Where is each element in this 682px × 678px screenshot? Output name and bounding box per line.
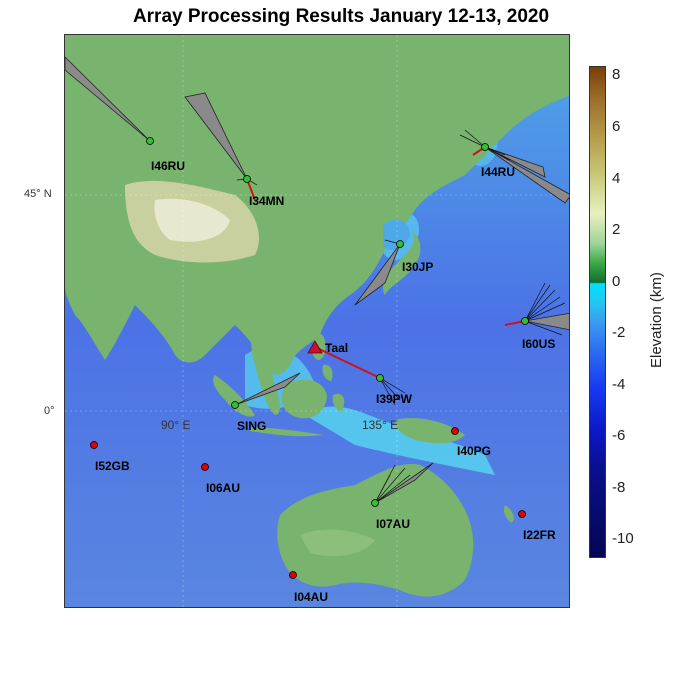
australia-landmass (277, 464, 474, 597)
terrain-map (65, 35, 569, 607)
asia-landmass (65, 35, 569, 375)
colorbar-tick: 8 (612, 66, 621, 83)
colorbar-tick: 2 (612, 221, 621, 238)
station-label-i04au: I04AU (294, 590, 329, 604)
colorbar-tick: -6 (612, 427, 626, 444)
new-guinea-landmass (395, 418, 465, 444)
colorbar-tick: -8 (612, 479, 626, 496)
elevation-colorbar (589, 66, 606, 558)
station-label-i46ru: I46RU (151, 159, 186, 173)
station-label-i52gb: I52GB (95, 459, 130, 473)
taal-source-marker (307, 340, 323, 354)
station-label-i60us: I60US (522, 337, 556, 351)
map-panel: I46RU I34MN I44RU I30JP I60US I39PW SING… (64, 34, 570, 608)
station-label-i07au: I07AU (376, 517, 411, 531)
colorbar-tick: 0 (612, 273, 621, 290)
station-label-sing: SING (237, 419, 267, 433)
colorbar-tick: 4 (612, 170, 621, 187)
source-label-taal: Taal (325, 341, 349, 355)
colorbar-tick: -4 (612, 376, 626, 393)
graticule (65, 35, 569, 607)
station-label-i34mn: I34MN (249, 194, 285, 208)
station-label-i22fr: I22FR (523, 528, 556, 542)
station-markers (90, 137, 529, 579)
lon-label-135e: 135° E (362, 418, 399, 432)
lat-label-0: 0° (44, 405, 55, 417)
japan-landmass (383, 230, 421, 295)
colorbar-tick: 6 (612, 118, 621, 135)
colorbar-tick: -10 (612, 530, 634, 547)
station-label-i40pg: I40PG (457, 444, 492, 458)
colorbar-tick: -2 (612, 324, 626, 341)
back-azimuth-wedges (65, 56, 569, 504)
lat-label-45n: 45° N (24, 188, 52, 200)
station-label-i06au: I06AU (206, 481, 241, 495)
station-label-i44ru: I44RU (481, 165, 516, 179)
station-fans (236, 129, 566, 504)
colorbar-label: Elevation (km) (648, 272, 665, 368)
station-label-i30jp: I30JP (402, 260, 434, 274)
station-label-i39pw: I39PW (376, 392, 413, 406)
lon-label-90e: 90° E (161, 418, 191, 432)
map-title: Array Processing Results January 12-13, … (132, 6, 550, 27)
